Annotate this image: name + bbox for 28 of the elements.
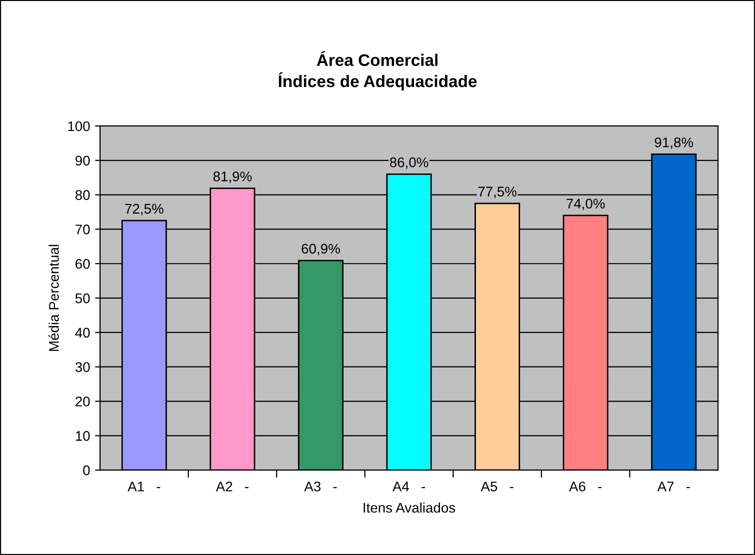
- data-label: 77,5%: [478, 186, 516, 198]
- y-tick-label: 0: [83, 465, 90, 476]
- y-tick-label: 40: [75, 328, 90, 338]
- x-tick-label: A7 -: [657, 482, 690, 492]
- x-tick-label: A3 -: [304, 482, 337, 492]
- y-tick-label: 20: [76, 396, 90, 406]
- data-label: 86,0%: [390, 157, 428, 169]
- y-tick-label: 80: [75, 190, 90, 200]
- y-tick-label: 90: [76, 156, 90, 166]
- y-tick-label: 10: [76, 431, 90, 441]
- data-label: 74,0%: [566, 198, 605, 210]
- y-tick-label: 70: [76, 224, 90, 234]
- data-label: 60,9%: [302, 244, 340, 256]
- x-tick-label: A5 -: [480, 482, 514, 492]
- data-label: 81,9%: [213, 172, 252, 183]
- y-tick-label: 30: [75, 362, 90, 372]
- data-label: 91,8%: [654, 137, 694, 149]
- x-tick-label: A2 -: [216, 482, 248, 492]
- x-tick-label: A4 -: [392, 482, 425, 492]
- y-tick-label: 60: [76, 258, 90, 269]
- chart-title: Área Comercial Índices de Adequacidade: [278, 51, 477, 91]
- y-axis-title: Média Percentual: [48, 244, 59, 351]
- y-tick-label: 50: [75, 293, 90, 304]
- x-axis-title: Itens Avaliados: [364, 502, 456, 513]
- y-tick-label: 100: [68, 121, 90, 132]
- data-label: 72,5%: [125, 204, 164, 216]
- x-tick-label: A1 -: [128, 482, 160, 492]
- x-tick-label: A6 -: [569, 482, 602, 492]
